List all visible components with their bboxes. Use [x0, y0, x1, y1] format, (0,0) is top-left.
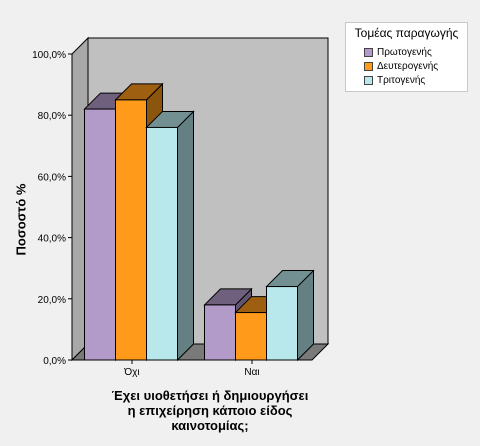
legend: Τομέας παραγωγής Πρωτογενής Δευτερογενής… — [345, 22, 468, 92]
legend-swatch-primary — [364, 48, 373, 57]
legend-swatch-secondary — [364, 62, 373, 71]
legend-label-primary: Πρωτογενής — [377, 47, 432, 58]
x-axis-label-line-3: καινοτομίας; — [171, 418, 249, 433]
y-tick-label: 20,0% — [38, 295, 66, 306]
bar — [204, 304, 236, 361]
y-tick-label: 100,0% — [32, 50, 66, 61]
y-axis-label-text: Ποσοστό % — [13, 183, 29, 256]
bar — [115, 99, 147, 361]
y-tick-label: 60,0% — [38, 172, 66, 183]
x-axis-label-line-1: Έχει υιοθετήσει ή δημιουργήσει — [111, 388, 309, 403]
legend-item-secondary: Δευτερογενής — [364, 60, 438, 73]
legend-swatch-tertiary — [364, 76, 373, 85]
bar — [266, 286, 298, 361]
legend-label-secondary: Δευτερογενής — [377, 61, 439, 72]
y-tick-label: 0,0% — [43, 356, 66, 367]
x-axis-label: Έχει υιοθετήσει ή δημιουργήσει η επιχείρ… — [60, 388, 360, 433]
legend-item-primary: Πρωτογενής — [364, 46, 432, 59]
x-tick-label: Ναι — [244, 367, 259, 378]
bar — [84, 108, 116, 361]
bar-side — [177, 110, 194, 362]
y-axis-label: Ποσοστό % — [6, 184, 29, 256]
legend-title: Τομέας παραγωγής — [354, 26, 459, 40]
y-tick-label: 40,0% — [38, 234, 66, 245]
y-tick-label: 80,0% — [38, 111, 66, 122]
bar — [235, 312, 267, 361]
bar — [146, 126, 178, 361]
x-tick-label: Όχι — [123, 367, 139, 378]
legend-label-tertiary: Τριτογενής — [377, 75, 426, 86]
x-axis-label-line-2: η επιχείρηση κάποιο είδος — [127, 403, 293, 418]
legend-item-tertiary: Τριτογενής — [364, 74, 425, 87]
